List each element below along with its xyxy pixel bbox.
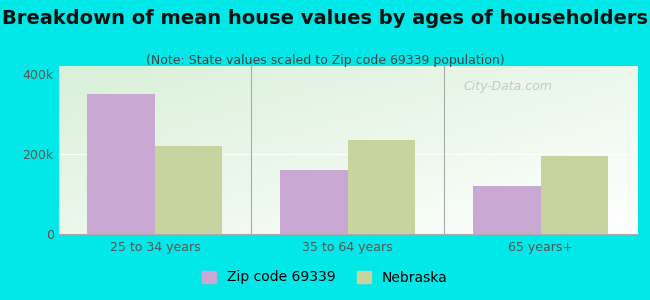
Text: (Note: State values scaled to Zip code 69339 population): (Note: State values scaled to Zip code 6… bbox=[146, 54, 504, 67]
Bar bbox=[473, 186, 541, 234]
Text: City-Data.com: City-Data.com bbox=[463, 80, 552, 93]
Bar bbox=[155, 146, 222, 234]
Bar bbox=[280, 170, 348, 234]
Bar bbox=[87, 94, 155, 234]
Bar bbox=[541, 156, 608, 234]
Bar bbox=[348, 140, 415, 234]
Legend: Zip code 69339, Nebraska: Zip code 69339, Nebraska bbox=[197, 265, 453, 290]
Text: Breakdown of mean house values by ages of householders: Breakdown of mean house values by ages o… bbox=[2, 9, 648, 28]
